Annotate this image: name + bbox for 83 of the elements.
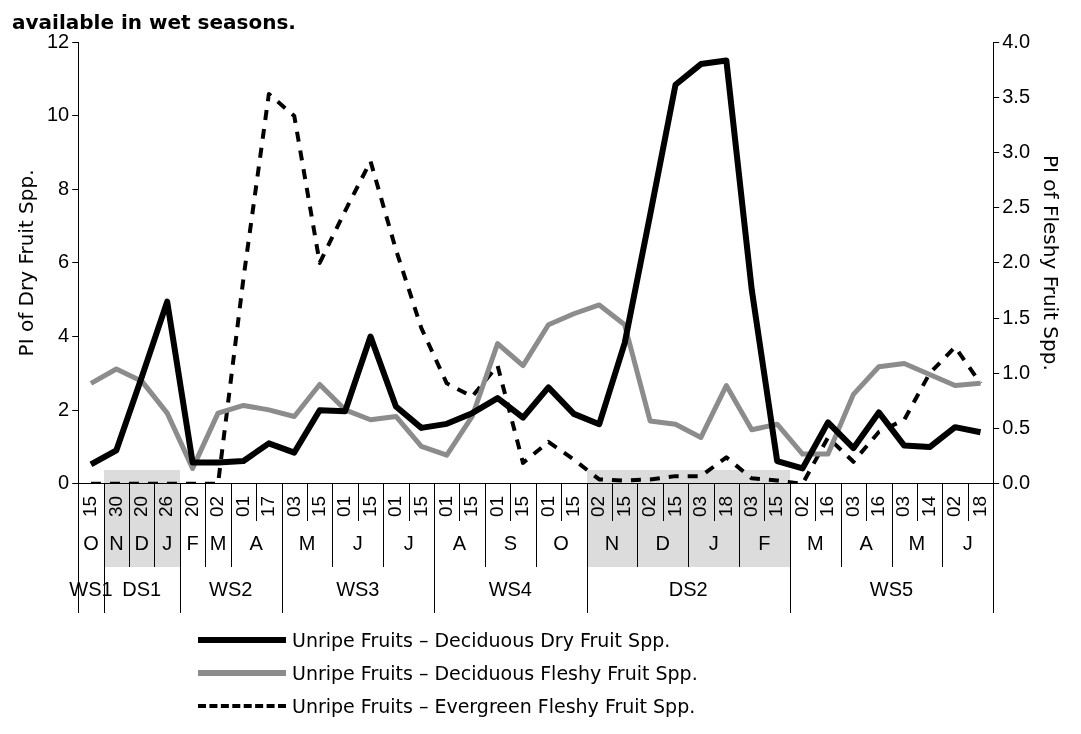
text: F	[758, 531, 771, 554]
text: M	[209, 531, 227, 554]
x-tick-label: 01	[333, 495, 355, 518]
y-tick-label: 10	[47, 103, 70, 126]
x-tick-label: 15	[765, 495, 787, 518]
x-tick-label: 15	[612, 495, 634, 518]
text: WS2	[209, 577, 253, 600]
text: WS3	[336, 577, 380, 600]
text: N	[604, 531, 620, 554]
x-tick-label: 02	[790, 495, 812, 518]
text: M	[908, 531, 926, 554]
x-tick-label: 15	[409, 495, 431, 518]
text: A	[452, 531, 467, 554]
text: J	[962, 531, 973, 554]
y-tick-label: 0	[58, 471, 70, 494]
y2-tick-label: 4.0	[1002, 29, 1031, 52]
x-tick-label: 03	[841, 495, 863, 518]
x-tick-label: 15	[79, 495, 101, 518]
legend-label: Unripe Fruits – Deciduous Dry Fruit Spp.	[292, 628, 671, 651]
x-tick-label: 15	[358, 495, 380, 518]
y-tick-label: 2	[58, 397, 70, 420]
y2-tick-label: 0.0	[1002, 471, 1031, 494]
text: O	[553, 531, 569, 554]
legend-label: Unripe Fruits – Evergreen Fleshy Fruit Spp.	[292, 694, 696, 717]
text: N	[109, 531, 124, 554]
y2-tick-label: 3.0	[1002, 139, 1031, 162]
x-tick-label: 26	[155, 495, 177, 518]
text: DS2	[668, 577, 708, 600]
y2-tick-label: 1.0	[1002, 360, 1031, 383]
text: J	[403, 531, 414, 554]
x-tick-label: 03	[892, 495, 914, 518]
text: M	[298, 531, 316, 554]
x-tick-label: 18	[968, 495, 990, 518]
text: DS1	[122, 577, 162, 600]
y-tick-label: 6	[58, 250, 70, 273]
text: J	[708, 531, 719, 554]
text: WS5	[869, 577, 914, 600]
x-tick-label: 01	[231, 495, 253, 518]
x-tick-label: 03	[739, 495, 761, 518]
y2-tick-label: 2.0	[1002, 250, 1031, 273]
text: A	[859, 531, 874, 554]
text: D	[134, 531, 150, 554]
x-tick-label: 02	[206, 495, 228, 518]
x-tick-label: 01	[384, 495, 406, 518]
x-tick-label: 20	[130, 495, 152, 518]
text: D	[655, 531, 671, 554]
x-tick-label: 15	[307, 495, 329, 518]
x-tick-label: 01	[435, 495, 456, 518]
x-tick-label: 03	[282, 495, 304, 518]
y2-tick-label: 3.5	[1002, 84, 1031, 107]
legend-label: Unripe Fruits – Deciduous Fleshy Fruit Spp.	[292, 661, 698, 684]
y-tick-label: 4	[58, 324, 70, 347]
text: S	[503, 531, 517, 554]
x-tick-label: 15	[663, 495, 685, 518]
text: F	[186, 531, 199, 554]
y2-tick-label: 0.5	[1002, 416, 1031, 439]
text: O	[83, 531, 99, 554]
x-tick-label: 15	[562, 495, 584, 518]
text: J	[162, 531, 173, 554]
x-tick-label: 01	[485, 495, 507, 518]
text: WS4	[488, 577, 532, 600]
x-tick-label: 15	[460, 495, 482, 518]
x-tick-label: 16	[816, 495, 838, 518]
x-tick-label: 03	[689, 495, 711, 518]
x-tick-label: 14	[917, 495, 939, 518]
x-tick-label: 01	[536, 495, 558, 518]
x-tick-label: 02	[587, 495, 609, 518]
x-tick-label: 20	[180, 495, 202, 518]
x-tick-label: 15	[511, 495, 533, 518]
x-tick-label: 30	[104, 495, 126, 518]
x-tick-label: 18	[714, 495, 736, 518]
y2-axis-title: PI of Fleshy Fruit Spp.	[1038, 155, 1063, 371]
y-tick-label: 8	[58, 176, 70, 199]
text: A	[249, 531, 264, 554]
x-tick-label: 17	[257, 495, 279, 518]
y-axis-title: PI of Dry Fruit Spp.	[14, 169, 39, 357]
x-tick-label: 02	[943, 495, 965, 518]
y2-tick-label: 2.5	[1002, 195, 1031, 218]
text: J	[352, 531, 363, 554]
y2-tick-label: 1.5	[1002, 305, 1031, 328]
x-tick-label: 02	[638, 495, 660, 518]
x-tick-label: 16	[867, 495, 889, 518]
text: M	[806, 531, 824, 554]
